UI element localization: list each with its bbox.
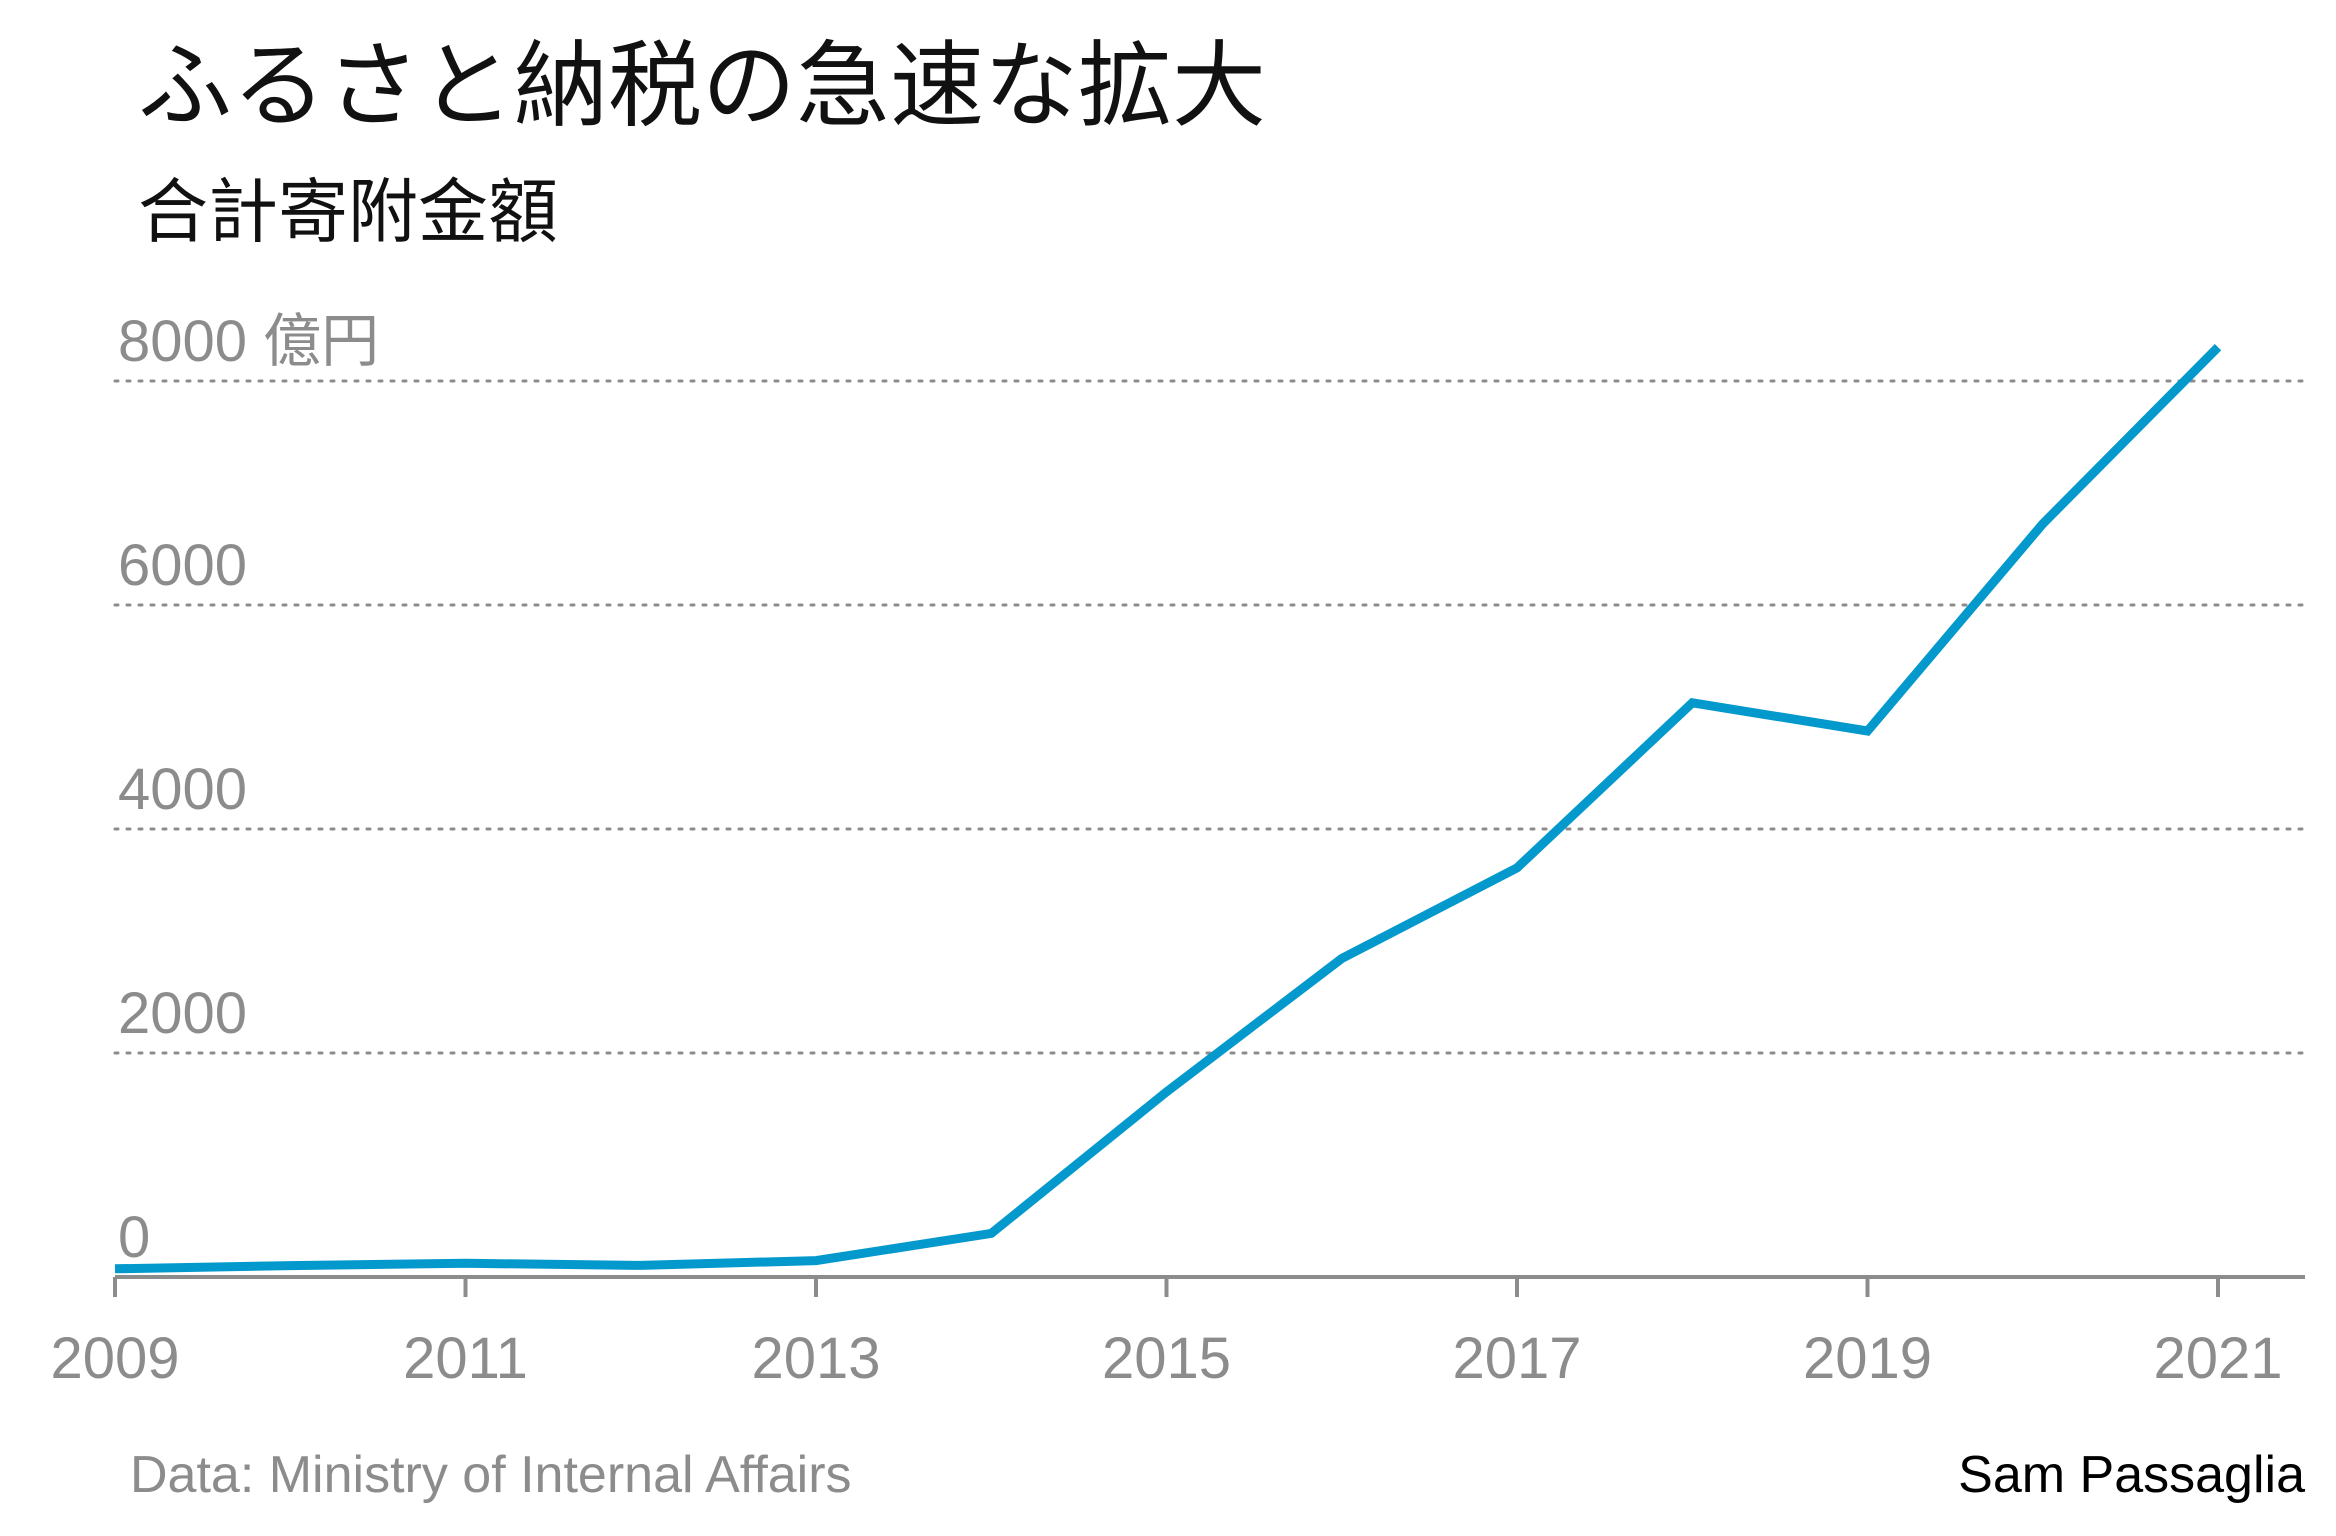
x-axis: 2009 2011 2013 2015 2017 2019 2021 — [50, 1277, 2283, 1391]
y-tick-label: 2000 — [118, 981, 247, 1046]
y-tick-label: 6000 — [118, 533, 247, 598]
x-tick-label: 2011 — [403, 1326, 528, 1391]
y-tick-label: 0 — [118, 1205, 150, 1270]
series-line-0 — [114, 344, 2222, 1274]
chart-subtitle: 合計寄附金額 — [138, 171, 558, 253]
y-tick-label: 8000 億円 — [118, 309, 379, 374]
y-axis-tick-labels: 0 2000 4000 6000 8000 億円 — [118, 309, 379, 1270]
x-tick-label: 2009 — [50, 1326, 179, 1391]
x-tick-label: 2019 — [1803, 1326, 1932, 1391]
x-tick-label: 2017 — [1452, 1326, 1581, 1391]
series-layer — [114, 344, 2222, 1274]
x-tick-label: 2013 — [751, 1326, 880, 1391]
x-tick-label: 2015 — [1102, 1326, 1231, 1391]
x-tick-label: 2021 — [2153, 1326, 2282, 1391]
y-tick-label: 4000 — [118, 757, 247, 822]
gridlines — [113, 379, 2307, 1055]
chart-title: ふるさと納税の急速な拡大 — [138, 32, 1266, 141]
source-note: Data: Ministry of Internal Affairs — [130, 1446, 852, 1504]
author-credit: Sam Passaglia — [1958, 1446, 2305, 1504]
